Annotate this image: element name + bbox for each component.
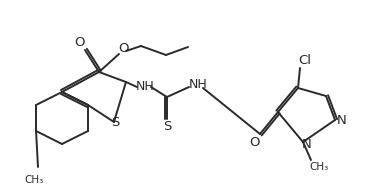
Text: NH: NH	[188, 78, 207, 91]
Text: CH₃: CH₃	[24, 175, 44, 185]
Text: CH₃: CH₃	[309, 162, 328, 172]
Text: O: O	[75, 36, 85, 50]
Text: O: O	[250, 136, 260, 149]
Text: NH: NH	[136, 81, 154, 94]
Text: S: S	[111, 116, 119, 129]
Text: N: N	[337, 114, 347, 126]
Text: S: S	[163, 121, 171, 133]
Text: Cl: Cl	[298, 54, 312, 67]
Text: N: N	[302, 139, 312, 152]
Text: O: O	[119, 43, 129, 56]
